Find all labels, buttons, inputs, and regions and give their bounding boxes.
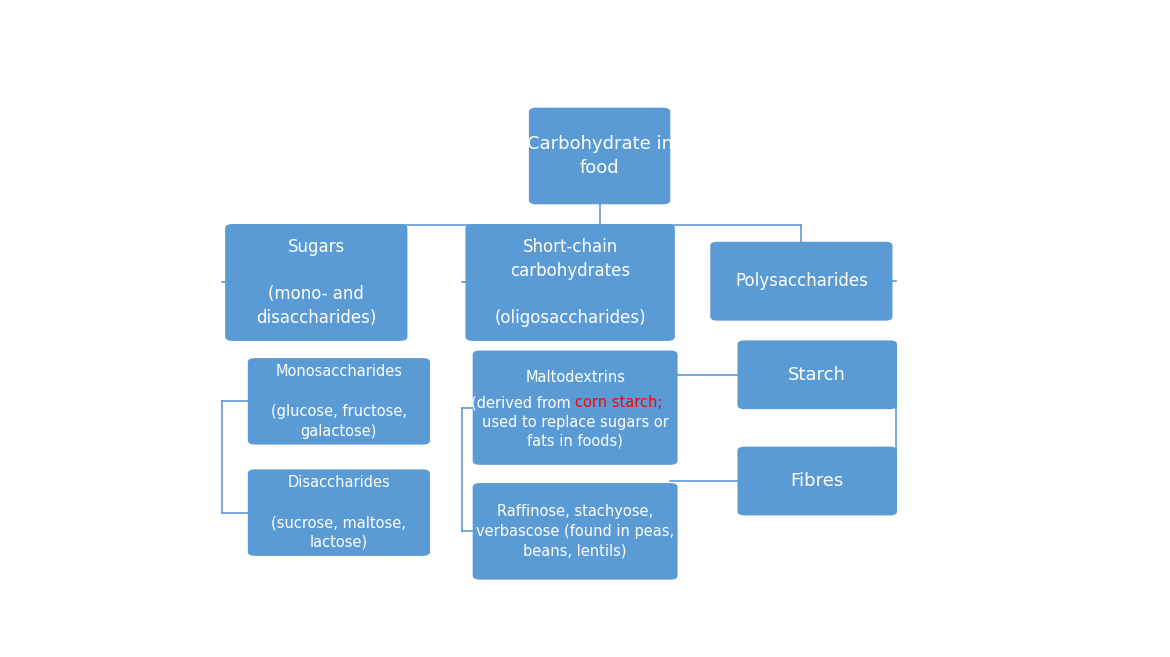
FancyBboxPatch shape (248, 358, 431, 445)
Text: Starch: Starch (789, 366, 846, 384)
Text: Fibres: Fibres (791, 472, 844, 490)
Text: fats in foods): fats in foods) (528, 434, 624, 449)
Text: Carbohydrate in
food: Carbohydrate in food (526, 135, 673, 177)
FancyBboxPatch shape (710, 242, 893, 321)
Text: Disaccharides

(sucrose, maltose,
lactose): Disaccharides (sucrose, maltose, lactose… (271, 476, 406, 550)
FancyBboxPatch shape (466, 224, 675, 341)
FancyBboxPatch shape (473, 350, 677, 465)
Text: Polysaccharides: Polysaccharides (735, 272, 868, 290)
Text: Short-chain
carbohydrates

(oligosaccharides): Short-chain carbohydrates (oligosacchari… (495, 238, 646, 327)
Text: Sugars

(mono- and
disaccharides): Sugars (mono- and disaccharides) (256, 238, 377, 327)
Text: (derived from: (derived from (470, 395, 576, 410)
FancyBboxPatch shape (529, 108, 670, 204)
FancyBboxPatch shape (225, 224, 407, 341)
Text: used to replace sugars or: used to replace sugars or (482, 415, 668, 430)
FancyBboxPatch shape (737, 340, 897, 409)
Text: corn starch;: corn starch; (576, 395, 662, 410)
FancyBboxPatch shape (248, 469, 431, 556)
Text: Monosaccharides

(glucose, fructose,
galactose): Monosaccharides (glucose, fructose, gala… (271, 364, 407, 438)
Text: Raffinose, stachyose,
verbascose (found in peas,
beans, lentils): Raffinose, stachyose, verbascose (found … (476, 504, 674, 558)
FancyBboxPatch shape (473, 483, 677, 579)
FancyBboxPatch shape (737, 447, 897, 516)
Text: Maltodextrins: Maltodextrins (525, 370, 625, 385)
